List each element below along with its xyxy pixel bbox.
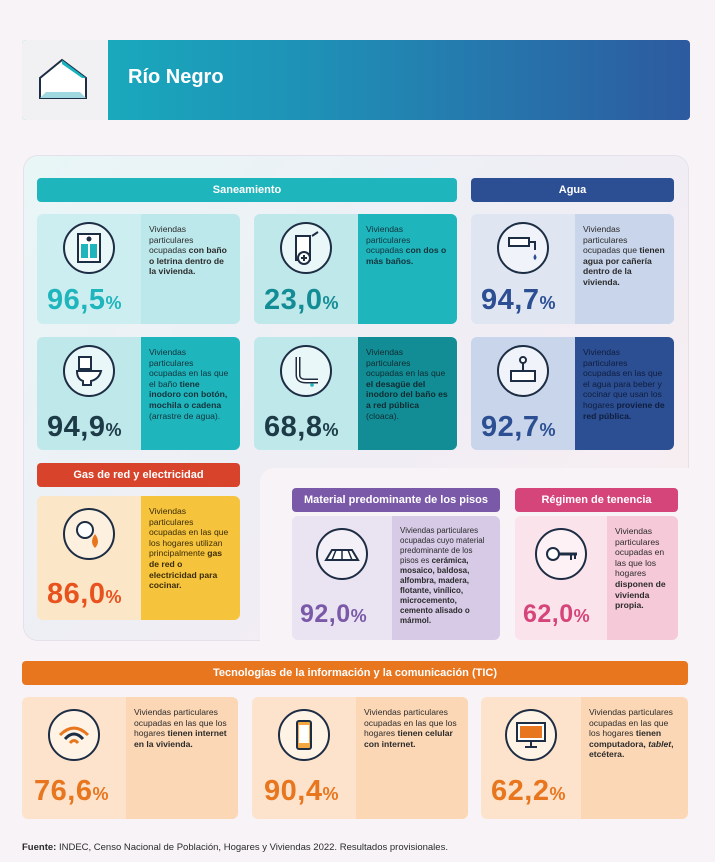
card-pisos-text: Viviendas particulares ocupadas cuyo mat… bbox=[400, 526, 485, 625]
card-celular-value: 90,4% bbox=[264, 775, 339, 807]
water-network-icon bbox=[497, 345, 549, 397]
section-saneamiento: Saneamiento bbox=[37, 178, 457, 202]
card-agua-red-text: Viviendas particulares ocupadas en las q… bbox=[583, 347, 665, 421]
card-pisos: Viviendas particulares ocupadas cuyo mat… bbox=[292, 516, 500, 640]
source-note: Fuente: INDEC, Censo Nacional de Poblaci… bbox=[22, 842, 448, 853]
card-bano-value: 96,5% bbox=[47, 284, 122, 316]
wifi-icon bbox=[48, 709, 100, 761]
card-gas-value: 86,0% bbox=[47, 578, 122, 610]
flame-bulb-icon bbox=[63, 508, 115, 560]
section-gas: Gas de red y electricidad bbox=[37, 463, 240, 487]
card-inodoro: Viviendas particulares ocupadas en las q… bbox=[37, 337, 240, 450]
shower-icon bbox=[280, 222, 332, 274]
pipe-icon bbox=[280, 345, 332, 397]
card-internet-value: 76,6% bbox=[34, 775, 109, 807]
card-desague-value: 68,8% bbox=[264, 411, 339, 443]
floor-icon bbox=[316, 528, 368, 580]
card-desague: Viviendas particulares ocupadas en las q… bbox=[254, 337, 457, 450]
card-gas-text: Viviendas particulares ocupadas en las q… bbox=[149, 506, 229, 591]
page-title: Río Negro bbox=[128, 66, 224, 88]
card-dos-banos-text: Viviendas particulares ocupadas con dos … bbox=[366, 224, 447, 266]
computer-icon bbox=[505, 709, 557, 761]
section-tenencia: Régimen de tenencia bbox=[515, 488, 678, 512]
key-icon bbox=[535, 528, 587, 580]
phone-icon bbox=[278, 709, 330, 761]
card-internet-text: Viviendas particulares ocupadas en las q… bbox=[134, 707, 227, 749]
card-bano: Viviendas particulares ocupadas con baño… bbox=[37, 214, 240, 324]
card-tenencia: Viviendas particulares ocupadas en las q… bbox=[515, 516, 678, 640]
card-inodoro-text: Viviendas particulares ocupadas en las q… bbox=[149, 347, 229, 421]
card-bano-text: Viviendas particulares ocupadas con baño… bbox=[149, 224, 227, 277]
card-inodoro-value: 94,9% bbox=[47, 411, 122, 443]
bathroom-icon bbox=[63, 222, 115, 274]
card-computadora-text: Viviendas particulares ocupadas en las q… bbox=[589, 707, 674, 760]
card-celular: Viviendas particulares ocupadas en las q… bbox=[252, 697, 468, 819]
card-celular-text: Viviendas particulares ocupadas en las q… bbox=[364, 707, 457, 749]
header-icon-box bbox=[22, 40, 108, 120]
card-desague-text: Viviendas particulares ocupadas en las q… bbox=[366, 347, 448, 421]
faucet-icon bbox=[497, 222, 549, 274]
card-tenencia-text: Viviendas particulares ocupadas en las q… bbox=[615, 526, 666, 611]
card-dos-banos-value: 23,0% bbox=[264, 284, 339, 316]
header-banner bbox=[22, 40, 690, 120]
card-gas: Viviendas particulares ocupadas en las q… bbox=[37, 496, 240, 620]
section-tic: Tecnologías de la información y la comun… bbox=[22, 661, 688, 685]
section-pisos: Material predominante de los pisos bbox=[292, 488, 500, 512]
card-pisos-value: 92,0% bbox=[300, 600, 368, 628]
card-agua: Viviendas particulares ocupadas que tien… bbox=[471, 214, 674, 324]
card-agua-red: Viviendas particulares ocupadas en las q… bbox=[471, 337, 674, 450]
toilet-icon bbox=[63, 345, 115, 397]
card-agua-value: 94,7% bbox=[481, 284, 556, 316]
card-dos-banos: Viviendas particulares ocupadas con dos … bbox=[254, 214, 457, 324]
card-internet: Viviendas particulares ocupadas en las q… bbox=[22, 697, 238, 819]
section-agua: Agua bbox=[471, 178, 674, 202]
card-tenencia-value: 62,0% bbox=[523, 600, 591, 628]
card-computadora: Viviendas particulares ocupadas en las q… bbox=[481, 697, 688, 819]
house-icon bbox=[39, 58, 87, 99]
card-agua-red-value: 92,7% bbox=[481, 411, 556, 443]
card-agua-text: Viviendas particulares ocupadas que tien… bbox=[583, 224, 665, 287]
card-computadora-value: 62,2% bbox=[491, 775, 566, 807]
